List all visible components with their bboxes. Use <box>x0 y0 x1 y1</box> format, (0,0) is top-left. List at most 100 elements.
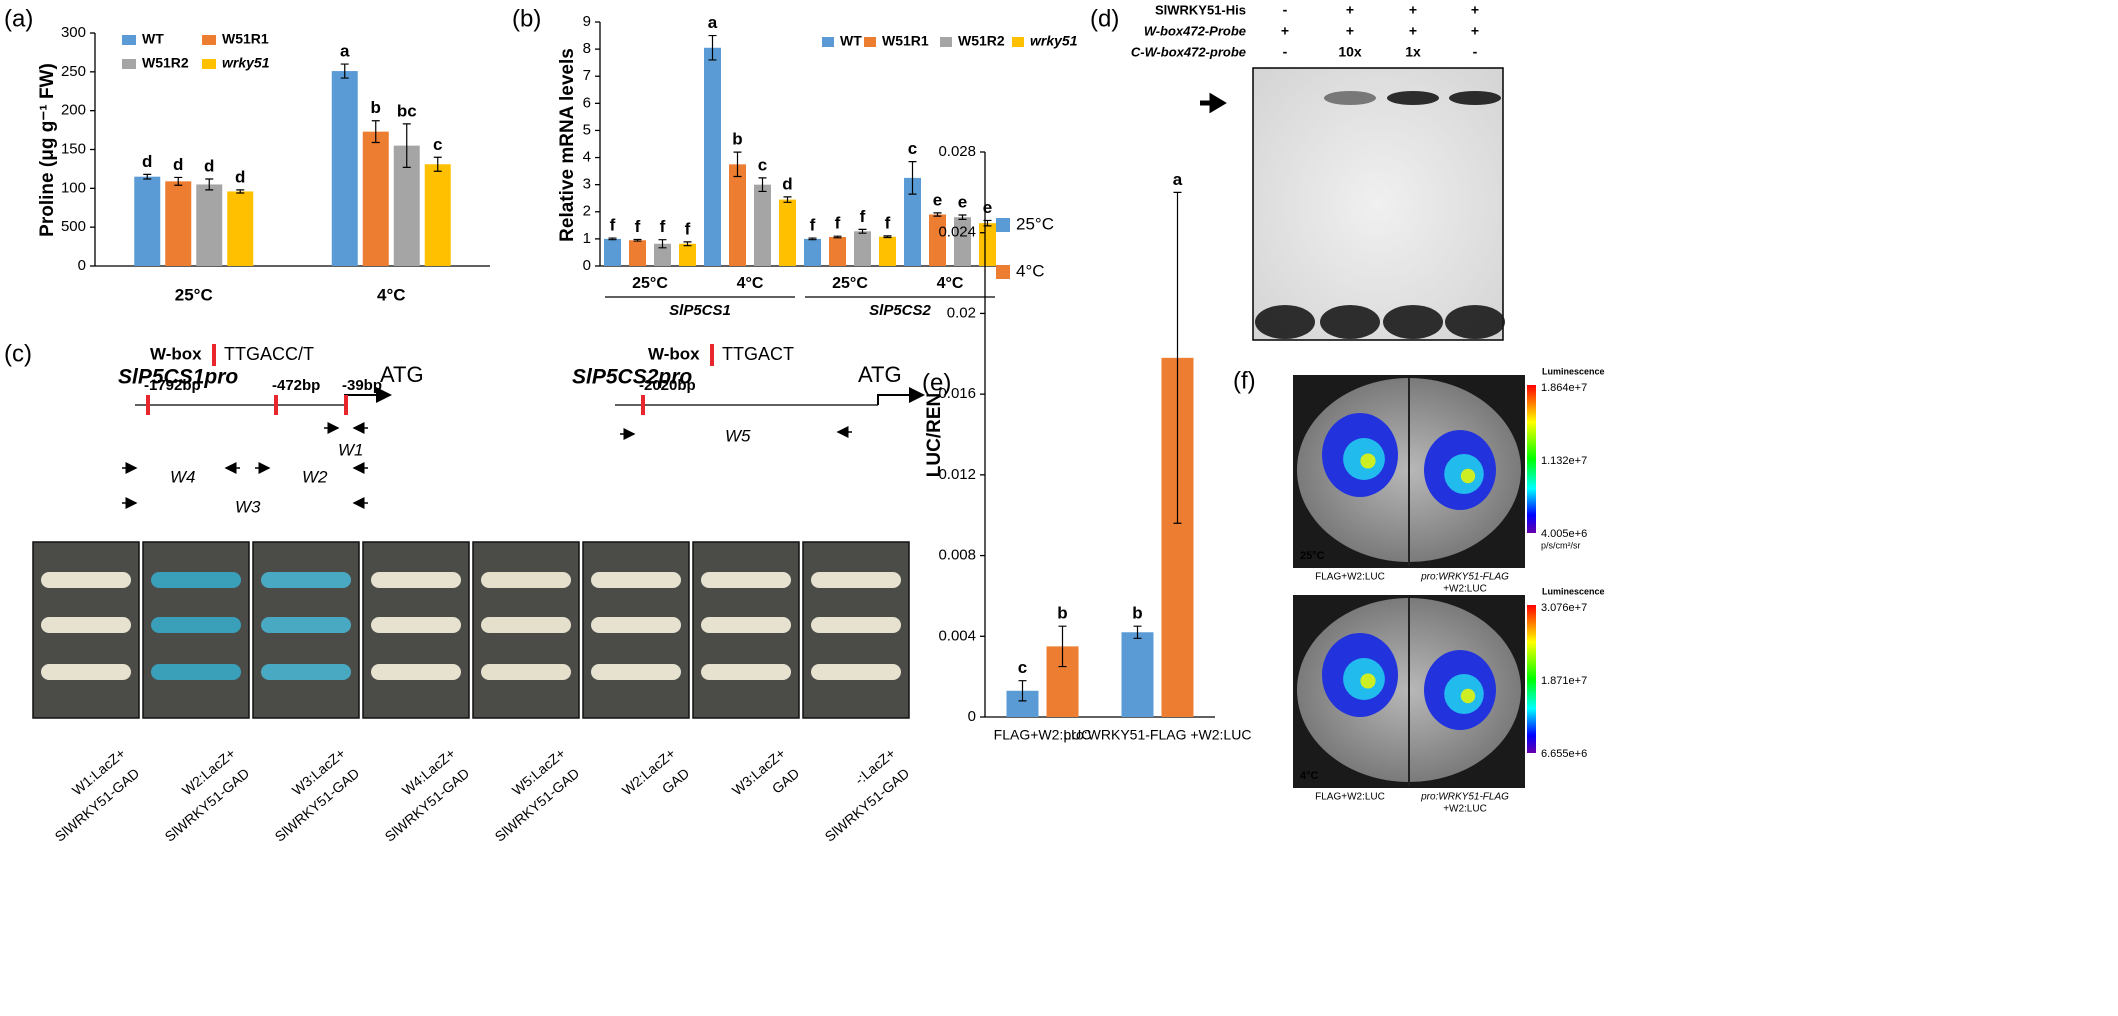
x-tick-label: 25°C <box>632 275 668 292</box>
motif: TTGACT <box>722 344 794 364</box>
significance-label: d <box>142 152 152 171</box>
error-bar <box>933 212 942 217</box>
streak <box>261 617 351 633</box>
bar <box>729 164 746 266</box>
site-label: -472bp <box>272 377 320 394</box>
fragment-label: W4 <box>170 467 196 486</box>
bar <box>754 184 771 266</box>
error-bar <box>733 151 742 178</box>
fragment-label: W2 <box>302 467 328 486</box>
error-bar <box>783 196 792 203</box>
panel-label: (f) <box>1233 367 1256 394</box>
free-probe-band <box>1320 305 1380 339</box>
error-bar <box>143 173 152 180</box>
significance-label: b <box>1132 604 1142 623</box>
bar <box>227 191 254 266</box>
y-tick-label: 150 <box>61 140 86 157</box>
significance-label: c <box>1018 658 1027 677</box>
site-label: -1792bp <box>144 377 201 394</box>
legend-swatch <box>122 59 136 69</box>
row-label: SlWRKY51-His <box>1155 2 1246 17</box>
site-mark <box>146 395 150 415</box>
streak <box>701 664 791 680</box>
y-tick-label: 0.024 <box>938 224 976 241</box>
significance-label: f <box>810 216 816 235</box>
error-bar <box>608 237 617 241</box>
gel <box>1252 67 1504 341</box>
scale-title: Luminescence <box>1542 586 1605 596</box>
significance-label: f <box>835 214 841 233</box>
atg: ATG <box>380 362 424 387</box>
bar <box>679 243 696 266</box>
significance-label: e <box>983 198 992 217</box>
streak <box>811 617 901 633</box>
free-probe-band <box>1255 305 1315 339</box>
y-tick-label: 300 <box>61 24 86 41</box>
fragment-label: W1 <box>338 440 364 459</box>
temp-label: 25°C <box>1300 550 1325 562</box>
legend-swatch <box>996 218 1010 232</box>
significance-label: b <box>1057 604 1067 623</box>
significance-label: d <box>204 156 214 175</box>
bar <box>134 176 161 266</box>
y-tick-label: 500 <box>61 218 86 235</box>
lane-label: + <box>1471 23 1479 39</box>
streak <box>371 664 461 680</box>
significance-label: a <box>1173 170 1183 189</box>
streak <box>481 572 571 588</box>
y-tick-label: 8 <box>583 40 591 57</box>
lane-label: 10x <box>1338 44 1362 60</box>
streak <box>591 572 681 588</box>
leaf-label: pro:WRKY51-FLAG <box>1420 792 1509 803</box>
panel-label: (c) <box>4 340 32 367</box>
scale-label: 3.076e+7 <box>1541 602 1587 614</box>
significance-label: f <box>660 217 666 236</box>
row-label: W-box472-Probe <box>1144 23 1246 38</box>
bar <box>362 131 389 266</box>
y-tick-label: 0.008 <box>938 547 976 564</box>
x-tick-label: 25°C <box>832 275 868 292</box>
significance-label: d <box>782 174 792 193</box>
legend-label: wrky51 <box>1030 33 1078 49</box>
y-tick-label: 0.02 <box>947 304 976 321</box>
error-bar <box>205 178 214 191</box>
significance-label: f <box>860 207 866 226</box>
colorbar <box>1527 385 1536 533</box>
streak <box>41 664 131 680</box>
x-tick-label: FLAG+W2:LUC <box>994 727 1092 743</box>
y-tick-label: 250 <box>61 63 86 80</box>
bar <box>779 199 796 266</box>
significance-label: f <box>635 217 641 236</box>
wbox-mark <box>212 344 216 366</box>
legend-label: W51R2 <box>142 55 189 71</box>
streak <box>151 617 241 633</box>
legend-label: W51R1 <box>222 31 269 47</box>
bar <box>629 240 646 266</box>
row-label: C-W-box472-probe <box>1131 44 1246 59</box>
group-label: SlP5CS2 <box>869 302 931 319</box>
significance-label: c <box>433 135 442 154</box>
legend-label: 25°C <box>1016 214 1054 233</box>
error-bar <box>908 161 917 195</box>
scale-unit: p/s/cm²/sr <box>1541 540 1581 550</box>
error-bar <box>402 123 411 168</box>
x-tick-label: 4°C <box>737 275 764 292</box>
significance-label: f <box>610 216 616 235</box>
y-axis-label: Relative mRNA levels <box>557 48 578 242</box>
significance-label: f <box>885 213 891 232</box>
legend-label: W51R2 <box>958 33 1005 49</box>
streak <box>811 664 901 680</box>
legend-swatch <box>202 35 216 45</box>
y-axis-label: Proline (μg g⁻¹ FW) <box>37 63 58 237</box>
y-tick-label: 5 <box>583 121 591 138</box>
wbox-mark <box>710 344 714 366</box>
plate-label: GAD <box>769 765 803 797</box>
significance-label: c <box>758 155 767 174</box>
scale-label: 1.871e+7 <box>1541 675 1587 687</box>
x-tick-label: 4°C <box>377 285 406 304</box>
error-bar <box>958 214 967 220</box>
scale-label: 4.005e+6 <box>1541 528 1587 540</box>
wbox-label: W-box <box>150 344 202 363</box>
tss-arrow <box>877 387 925 405</box>
